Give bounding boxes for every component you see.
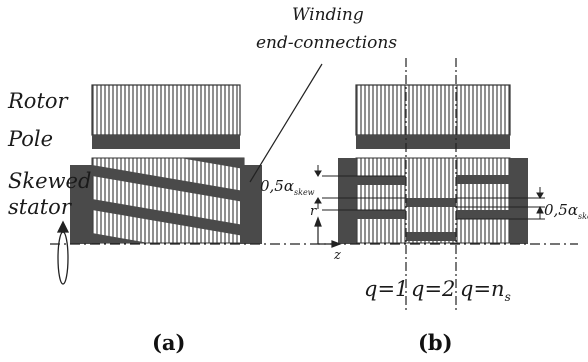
rotation-arrow-icon — [56, 220, 70, 285]
end-connection-right-a — [240, 165, 262, 244]
winding-label: Winding — [292, 5, 364, 25]
r-axis-label: r — [310, 204, 317, 219]
rotor-b — [355, 84, 511, 136]
coordinate-arrows — [314, 216, 342, 248]
z-axis-label: z — [333, 248, 341, 263]
pole-label: Pole — [7, 127, 53, 151]
rotor-a — [91, 84, 241, 136]
stepped-stator-b — [338, 157, 528, 244]
skewed-label: Skewed — [8, 169, 91, 193]
stator-label: stator — [8, 195, 73, 219]
caption-b: (b) — [418, 330, 453, 355]
end-connection-right-b — [510, 158, 528, 244]
end-connections-label: end-connections — [256, 33, 397, 53]
skew-annotation-right: 0,5αskew — [544, 201, 588, 221]
caption-a: (a) — [152, 330, 185, 355]
pole-a — [92, 135, 240, 149]
pole-b — [356, 135, 510, 149]
section-label-q2: q=2 — [411, 277, 455, 301]
skew-dimension-right — [456, 187, 545, 220]
section-label-qns: q=ns — [460, 277, 511, 304]
skewed-stator-a — [70, 157, 262, 244]
skew-annotation-left: 0,5αskew — [260, 177, 315, 197]
winding-leader-line — [249, 63, 323, 183]
skew-dimension-left — [314, 165, 405, 211]
end-connection-left-b — [338, 158, 356, 244]
section-label-q1: q=1 — [364, 277, 408, 301]
end-connection-left-a — [70, 165, 92, 244]
rotor-label: Rotor — [7, 89, 70, 113]
